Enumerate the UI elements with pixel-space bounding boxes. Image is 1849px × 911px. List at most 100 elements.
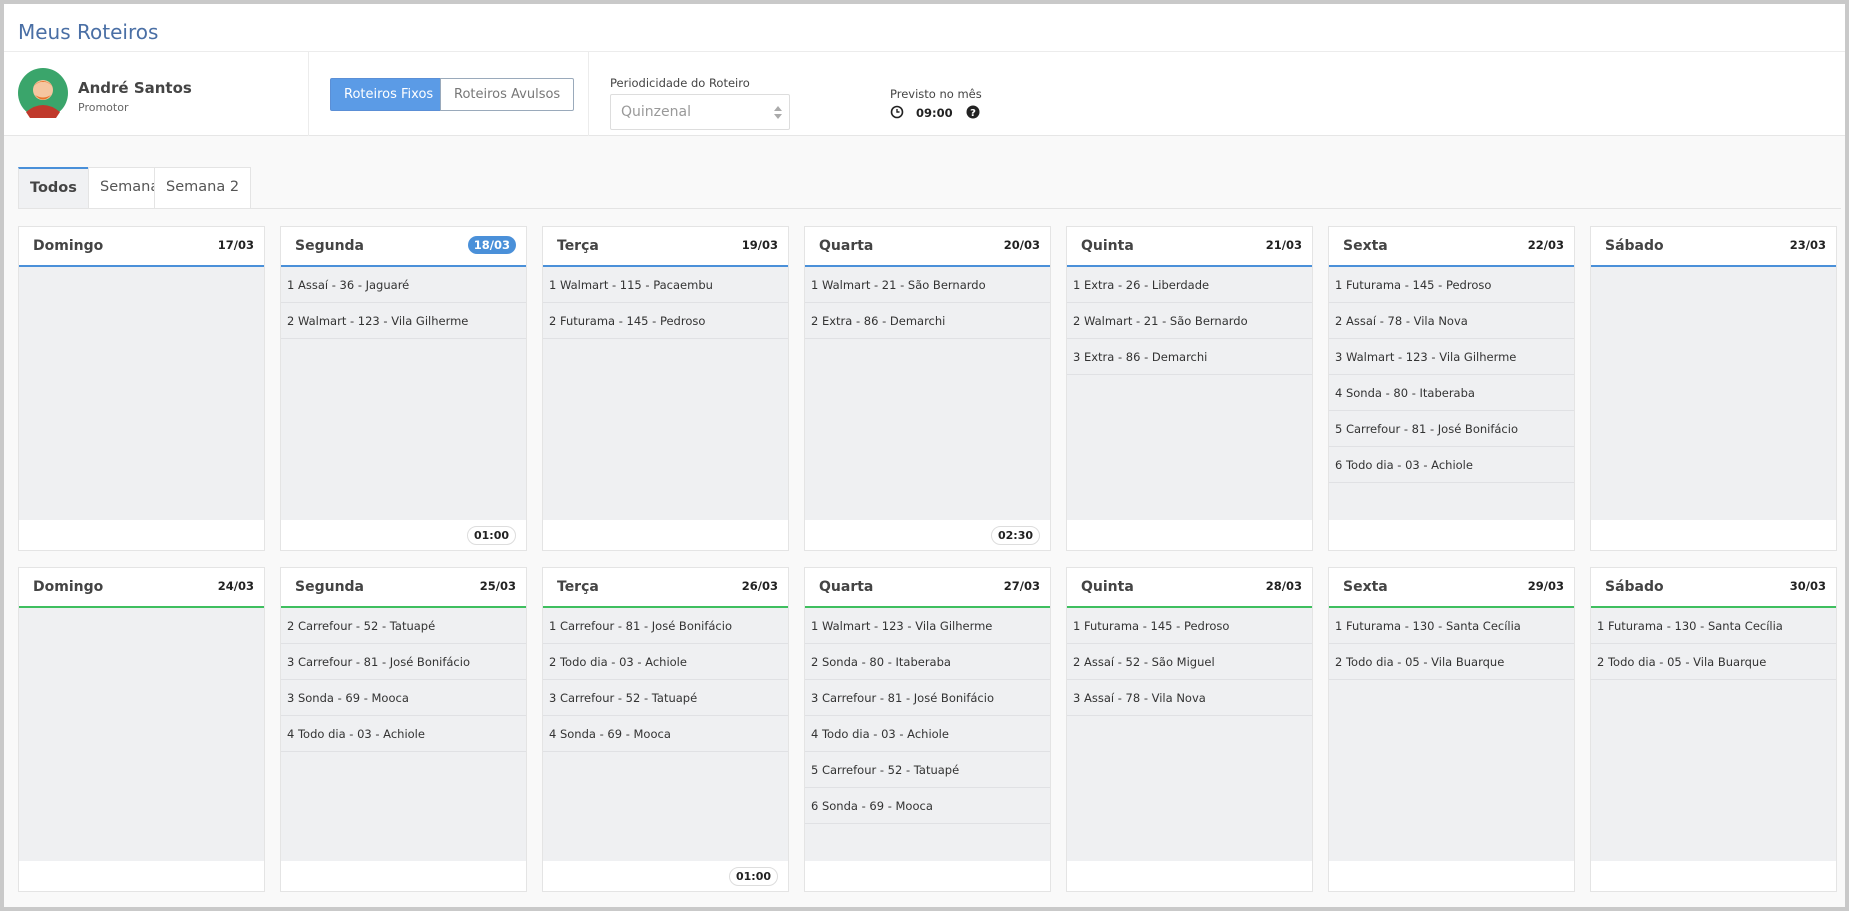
route-list: [19, 608, 264, 861]
route-item: 4 Sonda - 80 - Itaberaba: [1329, 375, 1574, 411]
route-item: 3 Sonda - 69 - Mooca: [281, 680, 526, 716]
day-header: Segunda 18/03: [281, 227, 526, 267]
route-item: 1 Futurama - 145 - Pedroso: [1329, 267, 1574, 303]
svg-text:?: ?: [970, 108, 976, 119]
day-date: 23/03: [1789, 238, 1826, 252]
user-name: André Santos: [78, 79, 192, 97]
route-item: 3 Assaí - 78 - Vila Nova: [1067, 680, 1312, 716]
route-list: 1 Futurama - 145 - Pedroso 2 Assaí - 78 -…: [1329, 267, 1574, 520]
route-item: 4 Todo dia - 03 - Achiole: [805, 716, 1050, 752]
route-list: [19, 267, 264, 520]
select[interactable]: Quinzenal: [610, 94, 790, 130]
route-item: 3 Carrefour - 81 - José Bonifácio: [805, 680, 1050, 716]
day-header: Quarta 27/03: [805, 568, 1050, 608]
duration-badge: 01:00: [466, 526, 516, 545]
divider: [308, 52, 309, 136]
tab[interactable]: Semana 2: [154, 167, 252, 208]
day-header: Sábado 30/03: [1591, 568, 1836, 608]
top-panel: Meus Roteiros André Santos Promotor Rote…: [4, 4, 1845, 136]
day-name: Domingo: [33, 579, 104, 595]
user-role: Promotor: [78, 101, 129, 114]
day-header: Domingo 17/03: [19, 227, 264, 267]
route-item: 2 Walmart - 123 - Vila Gilherme: [281, 303, 526, 339]
route-list: 1 Extra - 26 - Liberdade 2 Walmart - 21 -…: [1067, 267, 1312, 520]
duration-badge: 01:00: [728, 867, 778, 886]
day-header: Segunda 25/03: [281, 568, 526, 608]
route-item: 6 Todo dia - 03 - Achiole: [1329, 447, 1574, 483]
day-name: Domingo: [33, 238, 104, 254]
toggle-button[interactable]: Roteiros Fixos: [330, 78, 448, 111]
route-item: 2 Carrefour - 52 - Tatuapé: [281, 608, 526, 644]
route-item: 1 Futurama - 130 - Santa Cecília: [1329, 608, 1574, 644]
day-header: Sábado 23/03: [1591, 227, 1836, 267]
route-item: 1 Assaí - 36 - Jaguaré: [281, 267, 526, 303]
page-title: Meus Roteiros: [18, 20, 159, 44]
day-card: Domingo 17/03: [18, 226, 265, 551]
help-icon[interactable]: ?: [966, 105, 980, 119]
day-name: Quinta: [1081, 238, 1134, 254]
route-item: 2 Walmart - 21 - São Bernardo: [1067, 303, 1312, 339]
route-item: 6 Sonda - 69 - Mooca: [805, 788, 1050, 824]
day-card: Terça 26/03 1 Carrefour - 81 - José Bonifá…: [542, 567, 789, 892]
day-date: 28/03: [1265, 579, 1302, 593]
day-card: Sábado 23/03: [1590, 226, 1837, 551]
route-item: 4 Todo dia - 03 - Achiole: [281, 716, 526, 752]
field-label: Previsto no mês: [890, 87, 982, 101]
day-date: 26/03: [741, 579, 778, 593]
route-list: 2 Carrefour - 52 - Tatuapé 3 Carrefour - …: [281, 608, 526, 861]
day-footer: [805, 861, 1050, 891]
day-footer: 02:30: [805, 520, 1050, 550]
toggle-button[interactable]: Roteiros Avulsos: [440, 78, 575, 111]
day-footer: [19, 520, 264, 550]
day-date: 30/03: [1789, 579, 1826, 593]
avatar: [18, 68, 68, 118]
tab[interactable]: Todos: [18, 167, 89, 208]
day-footer: 01:00: [543, 861, 788, 891]
day-header: Quinta 28/03: [1067, 568, 1312, 608]
day-date: 24/03: [217, 579, 254, 593]
route-item: 2 Assaí - 52 - São Miguel: [1067, 644, 1312, 680]
day-card: Sábado 30/03 1 Futurama - 130 - Santa Cecí…: [1590, 567, 1837, 892]
route-item: 2 Extra - 86 - Demarchi: [805, 303, 1050, 339]
day-name: Terça: [557, 579, 599, 595]
route-item: 4 Sonda - 69 - Mooca: [543, 716, 788, 752]
day-header: Domingo 24/03: [19, 568, 264, 608]
field-label: Periodicidade do Roteiro: [610, 76, 750, 90]
route-list: 1 Walmart - 115 - Pacaembu 2 Futurama - 1…: [543, 267, 788, 520]
day-date: 21/03: [1265, 238, 1302, 252]
day-card: Quarta 27/03 1 Walmart - 123 - Vila Gilher…: [804, 567, 1051, 892]
select-arrows: [774, 106, 782, 119]
day-name: Sábado: [1605, 579, 1664, 595]
route-list: 1 Futurama - 145 - Pedroso 2 Assaí - 52 -…: [1067, 608, 1312, 861]
route-item: 1 Extra - 26 - Liberdade: [1067, 267, 1312, 303]
route-list: 1 Walmart - 21 - São Bernardo 2 Extra - 8…: [805, 267, 1050, 520]
day-date: 17/03: [217, 238, 254, 252]
day-header: Quarta 20/03: [805, 227, 1050, 267]
divider: [588, 52, 589, 136]
day-name: Terça: [557, 238, 599, 254]
route-list: [1591, 267, 1836, 520]
day-card: Segunda 25/03 2 Carrefour - 52 - Tatuapé 3 …: [280, 567, 527, 892]
day-name: Quinta: [1081, 579, 1134, 595]
day-date: 22/03: [1527, 238, 1564, 252]
day-card: Quarta 20/03 1 Walmart - 21 - São Bernardo…: [804, 226, 1051, 551]
route-list: 1 Assaí - 36 - Jaguaré 2 Walmart - 123 - …: [281, 267, 526, 520]
day-header: Terça 26/03: [543, 568, 788, 608]
divider: [4, 51, 1845, 52]
day-footer: [1329, 520, 1574, 550]
day-header: Sexta 29/03: [1329, 568, 1574, 608]
route-item: 1 Carrefour - 81 - José Bonifácio: [543, 608, 788, 644]
day-card: Domingo 24/03: [18, 567, 265, 892]
route-item: 3 Extra - 86 - Demarchi: [1067, 339, 1312, 375]
day-name: Segunda: [295, 238, 365, 254]
day-name: Quarta: [819, 238, 874, 254]
day-footer: [19, 861, 264, 891]
route-item: 1 Walmart - 21 - São Bernardo: [805, 267, 1050, 303]
route-item: 2 Todo dia - 05 - Vila Buarque: [1591, 644, 1836, 680]
route-list: 1 Walmart - 123 - Vila Gilherme 2 Sonda -…: [805, 608, 1050, 861]
tab-divider: [18, 208, 1841, 209]
day-footer: [1591, 861, 1836, 891]
day-footer: [281, 861, 526, 891]
day-footer: [1067, 861, 1312, 891]
